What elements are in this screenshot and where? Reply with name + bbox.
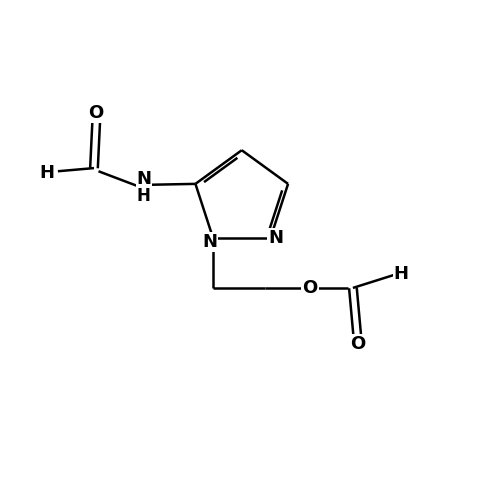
Text: O: O <box>350 335 365 354</box>
Text: H: H <box>39 164 54 182</box>
Text: O: O <box>302 279 318 297</box>
Text: N: N <box>136 171 151 188</box>
Text: H: H <box>137 187 150 205</box>
Text: N: N <box>202 233 217 251</box>
Text: H: H <box>394 265 409 284</box>
Text: N: N <box>268 229 283 247</box>
Text: O: O <box>89 103 104 122</box>
